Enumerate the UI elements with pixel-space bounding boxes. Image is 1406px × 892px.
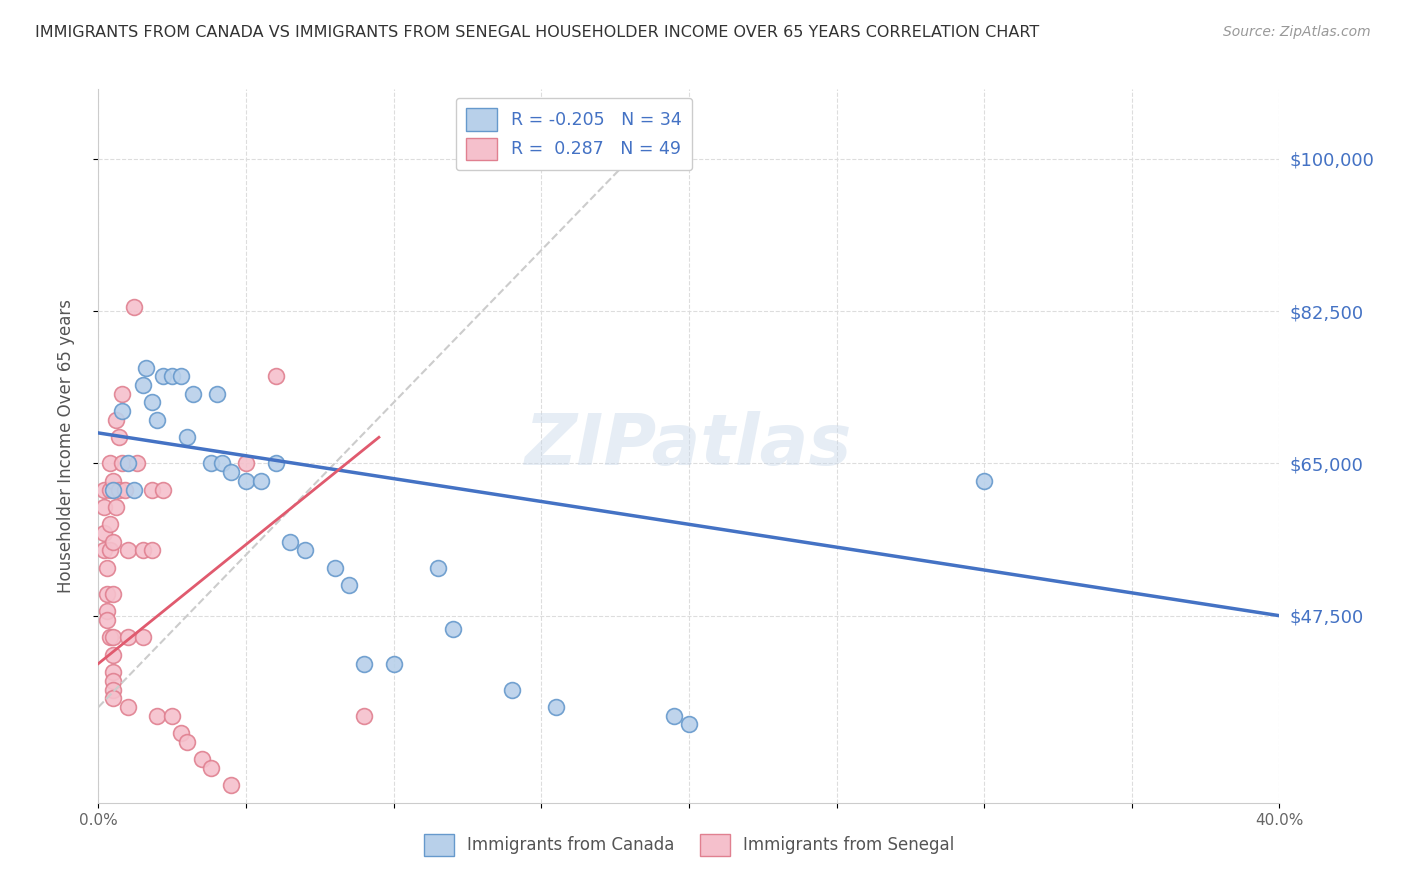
Point [96, 604, 118, 618]
Point [132, 378, 155, 392]
Point [103, 665, 125, 680]
Point [170, 726, 193, 740]
Point [103, 691, 125, 706]
Point [117, 631, 139, 645]
Point [221, 778, 243, 792]
Point [103, 534, 125, 549]
Point [200, 457, 222, 471]
Point [98, 483, 121, 497]
Point [205, 386, 228, 401]
Point [122, 483, 145, 497]
Point [141, 395, 163, 409]
Point [441, 622, 464, 636]
Point [103, 631, 125, 645]
Point [125, 457, 148, 471]
Point [664, 708, 686, 723]
Point [191, 752, 214, 766]
Point [103, 673, 125, 688]
Point [103, 483, 125, 497]
Point [170, 369, 193, 384]
Point [353, 708, 375, 723]
Point [114, 483, 136, 497]
Point [427, 561, 450, 575]
Point [103, 587, 125, 601]
Text: ZIPatlas: ZIPatlas [526, 411, 852, 481]
Point [221, 465, 243, 479]
Point [93, 500, 115, 514]
Point [96, 613, 118, 627]
Point [235, 474, 257, 488]
Point [103, 474, 125, 488]
Point [105, 413, 128, 427]
Point [973, 474, 995, 488]
Point [294, 543, 316, 558]
Point [152, 483, 174, 497]
Point [108, 430, 131, 444]
Point [96, 561, 118, 575]
Point [141, 543, 163, 558]
Point [103, 648, 125, 662]
Point [339, 578, 361, 592]
Point [162, 369, 183, 384]
Point [98, 543, 121, 558]
Legend: Immigrants from Canada, Immigrants from Senegal: Immigrants from Canada, Immigrants from … [418, 828, 960, 863]
Point [111, 386, 134, 401]
Point [111, 404, 134, 418]
Point [141, 483, 163, 497]
Point [546, 700, 568, 714]
Point [250, 474, 273, 488]
Point [132, 631, 155, 645]
Point [105, 500, 128, 514]
Point [98, 457, 121, 471]
Point [103, 682, 125, 697]
Text: Source: ZipAtlas.com: Source: ZipAtlas.com [1223, 25, 1371, 39]
Point [200, 761, 222, 775]
Point [135, 360, 157, 375]
Point [678, 717, 700, 731]
Point [280, 534, 302, 549]
Point [93, 526, 115, 541]
Point [93, 483, 115, 497]
Point [152, 369, 174, 384]
Point [122, 300, 145, 314]
Point [501, 682, 523, 697]
Y-axis label: Householder Income Over 65 years: Householder Income Over 65 years [56, 299, 75, 593]
Point [181, 386, 204, 401]
Point [176, 735, 198, 749]
Point [146, 413, 169, 427]
Point [93, 543, 115, 558]
Point [96, 587, 118, 601]
Point [132, 543, 155, 558]
Point [111, 457, 134, 471]
Point [211, 457, 233, 471]
Text: IMMIGRANTS FROM CANADA VS IMMIGRANTS FROM SENEGAL HOUSEHOLDER INCOME OVER 65 YEA: IMMIGRANTS FROM CANADA VS IMMIGRANTS FRO… [35, 25, 1039, 40]
Point [98, 517, 121, 532]
Point [264, 369, 287, 384]
Point [98, 631, 121, 645]
Point [108, 483, 131, 497]
Point [176, 430, 198, 444]
Point [146, 708, 169, 723]
Point [117, 700, 139, 714]
Point [323, 561, 346, 575]
Point [382, 657, 405, 671]
Point [353, 657, 375, 671]
Point [117, 457, 139, 471]
Point [235, 457, 257, 471]
Point [117, 543, 139, 558]
Point [162, 708, 183, 723]
Point [264, 457, 287, 471]
